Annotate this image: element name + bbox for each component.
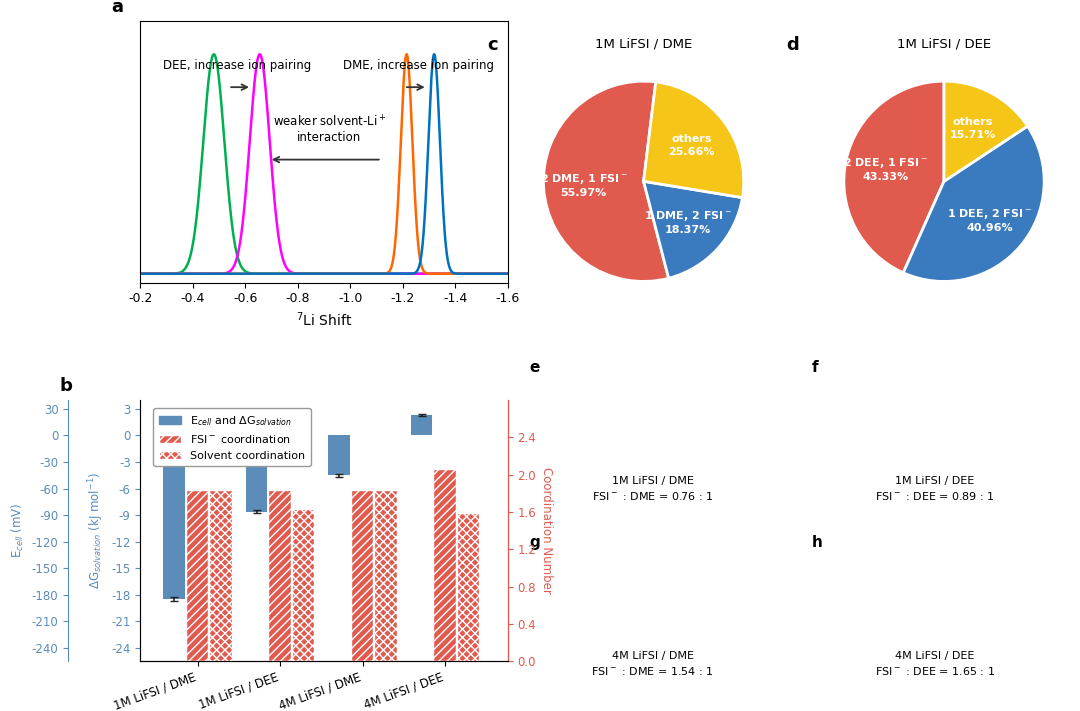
Text: 2 DEE, 1 FSI$^-$
43.33%: 2 DEE, 1 FSI$^-$ 43.33% <box>842 156 928 182</box>
Bar <box>269 491 291 661</box>
1M LiFSI / DEE <box>410 269 423 278</box>
Title: 1M LiFSI / DEE: 1M LiFSI / DEE <box>897 38 991 50</box>
Wedge shape <box>903 126 1044 282</box>
Y-axis label: Coordination Number: Coordination Number <box>540 467 553 594</box>
Line: 1M LiFSI / DEE: 1M LiFSI / DEE <box>135 54 513 274</box>
Bar <box>246 435 267 512</box>
Text: e: e <box>529 360 540 375</box>
Bar <box>352 491 374 661</box>
4M LiFSI / DEE <box>507 269 519 278</box>
4M LiFSI / DME <box>129 269 141 278</box>
Text: DEE, increase ion pairing: DEE, increase ion pairing <box>163 59 311 72</box>
Line: 4M LiFSI / DME: 4M LiFSI / DME <box>135 54 513 274</box>
4M LiFSI / DEE <box>375 269 388 278</box>
Y-axis label: E$_{cell}$ (mV): E$_{cell}$ (mV) <box>10 503 26 558</box>
1M LiFSI / DME <box>400 50 413 58</box>
Bar <box>328 435 350 475</box>
1M LiFSI / DEE <box>207 50 220 58</box>
Bar <box>458 514 480 661</box>
4M LiFSI / DEE <box>198 269 211 278</box>
Bar <box>293 510 314 661</box>
Text: 1M LiFSI / DME
FSI$^-$ : DME = 0.76 : 1: 1M LiFSI / DME FSI$^-$ : DME = 0.76 : 1 <box>592 476 714 502</box>
1M LiFSI / DME <box>129 269 141 278</box>
Text: 2 DME, 1 FSI$^-$
55.97%: 2 DME, 1 FSI$^-$ 55.97% <box>540 172 627 198</box>
1M LiFSI / DME <box>507 269 519 278</box>
Bar <box>410 415 432 435</box>
Legend: E$_{cell}$ and ΔG$_{solvation}$, FSI$^-$ coordination, Solvent coordination: E$_{cell}$ and ΔG$_{solvation}$, FSI$^-$… <box>153 408 311 466</box>
4M LiFSI / DME <box>507 269 519 278</box>
1M LiFSI / DME <box>273 269 286 278</box>
Text: 1M LiFSI / DEE
FSI$^-$ : DEE = 0.89 : 1: 1M LiFSI / DEE FSI$^-$ : DEE = 0.89 : 1 <box>875 476 995 502</box>
Wedge shape <box>644 181 742 278</box>
X-axis label: $^7$Li Shift: $^7$Li Shift <box>296 311 352 329</box>
4M LiFSI / DME <box>440 240 453 249</box>
Line: 1M LiFSI / DME: 1M LiFSI / DME <box>135 54 513 274</box>
Wedge shape <box>843 81 944 273</box>
4M LiFSI / DME <box>375 269 388 278</box>
Text: g: g <box>529 535 540 550</box>
Text: DME, increase ion pairing: DME, increase ion pairing <box>343 59 494 72</box>
4M LiFSI / DME <box>355 269 368 278</box>
Title: 1M LiFSI / DME: 1M LiFSI / DME <box>595 38 692 50</box>
Text: c: c <box>488 36 498 54</box>
Text: 1 DEE, 2 FSI$^-$
40.96%: 1 DEE, 2 FSI$^-$ 40.96% <box>947 207 1032 233</box>
Text: d: d <box>786 36 799 54</box>
Y-axis label: ΔG$_{solvation}$ (kJ mol$^{-1}$): ΔG$_{solvation}$ (kJ mol$^{-1}$) <box>86 472 106 589</box>
Bar <box>187 491 208 661</box>
Bar <box>163 435 185 599</box>
Text: weaker solvent-Li$^+$
interaction: weaker solvent-Li$^+$ interaction <box>272 114 386 144</box>
1M LiFSI / DME <box>198 269 211 278</box>
1M LiFSI / DME <box>440 269 453 278</box>
Text: others
15.71%: others 15.71% <box>949 117 996 139</box>
Text: 4M LiFSI / DME
FSI$^-$ : DME = 1.54 : 1: 4M LiFSI / DME FSI$^-$ : DME = 1.54 : 1 <box>592 651 714 677</box>
1M LiFSI / DME <box>410 227 423 235</box>
Wedge shape <box>944 81 1027 181</box>
1M LiFSI / DEE <box>198 131 211 139</box>
4M LiFSI / DEE <box>254 50 267 58</box>
Text: h: h <box>811 535 822 550</box>
Wedge shape <box>644 82 744 198</box>
1M LiFSI / DEE <box>440 269 453 278</box>
Text: 1 DME, 2 FSI$^-$
18.37%: 1 DME, 2 FSI$^-$ 18.37% <box>644 208 732 235</box>
4M LiFSI / DEE <box>129 269 141 278</box>
1M LiFSI / DME <box>375 269 388 278</box>
1M LiFSI / DEE <box>507 269 519 278</box>
Line: 4M LiFSI / DEE: 4M LiFSI / DEE <box>135 54 513 274</box>
4M LiFSI / DEE <box>273 239 286 247</box>
4M LiFSI / DME <box>428 50 441 58</box>
1M LiFSI / DEE <box>129 269 141 278</box>
Wedge shape <box>543 81 669 282</box>
4M LiFSI / DME <box>410 267 423 275</box>
Text: others
25.66%: others 25.66% <box>669 134 715 156</box>
Text: f: f <box>811 360 818 375</box>
Text: b: b <box>59 377 72 395</box>
1M LiFSI / DEE <box>375 269 388 278</box>
Bar <box>434 470 456 661</box>
1M LiFSI / DEE <box>273 269 286 278</box>
4M LiFSI / DME <box>198 269 211 278</box>
1M LiFSI / DEE <box>355 269 368 278</box>
Bar <box>211 491 232 661</box>
4M LiFSI / DEE <box>410 269 423 278</box>
4M LiFSI / DEE <box>355 269 368 278</box>
Text: a: a <box>111 0 123 16</box>
4M LiFSI / DEE <box>440 269 453 278</box>
Text: 4M LiFSI / DEE
FSI$^-$ : DEE = 1.65 : 1: 4M LiFSI / DEE FSI$^-$ : DEE = 1.65 : 1 <box>875 651 995 677</box>
4M LiFSI / DME <box>273 269 286 278</box>
1M LiFSI / DME <box>355 269 368 278</box>
Bar <box>376 491 397 661</box>
